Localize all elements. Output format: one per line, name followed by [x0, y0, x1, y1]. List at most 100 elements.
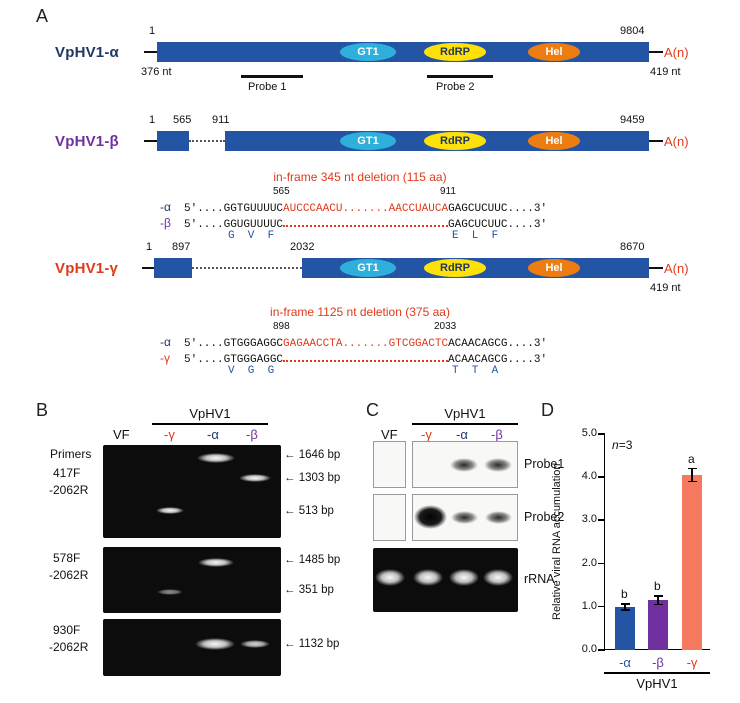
y-axis-tick [598, 519, 605, 521]
panel-b-label: B [36, 400, 49, 420]
y-axis-title: Relative viral RNA accumulation [551, 463, 563, 621]
rrna-band-alpha [449, 569, 479, 586]
left-arrow-icon: ← [284, 638, 296, 650]
primer-2062r: -2062R [49, 568, 89, 582]
probe1-line [241, 75, 303, 78]
alignment1-pos-left: 565 [273, 186, 290, 197]
primer-930f: 930F [53, 623, 81, 637]
band-size-label: ← 513 bp [284, 505, 334, 517]
gamma-left-line [142, 267, 154, 269]
gamma-del-end: 2032 [290, 241, 315, 253]
alignment2-title: in-frame 1125 nt deletion (375 aa) [270, 305, 450, 319]
seq-post: ACAACAGCG....3′ [448, 354, 548, 366]
gel-930f-2062r [103, 619, 281, 676]
y-axis-tick-label: 4.0 [581, 470, 597, 483]
beta-del-end: 911 [212, 114, 230, 126]
y-axis-tick-label: 2.0 [581, 556, 597, 569]
panel-b-group-line [152, 423, 268, 425]
gel-band-1132bp-beta [240, 640, 270, 648]
panel-b-group-header: VpHV1 [189, 406, 231, 421]
blot-probe1-vf [373, 441, 406, 488]
blot-band-alpha [450, 458, 478, 472]
strain-label-gamma: -γ [160, 351, 170, 365]
blot-probe1-vphv1 [412, 441, 518, 488]
primer-2062r: -2062R [49, 640, 89, 654]
probe1-row-label: Probe1 [524, 457, 565, 471]
alignment1-aa-right: E L F [452, 230, 499, 242]
lane-label-vf: VF [113, 427, 130, 442]
panel-c-label: C [366, 400, 379, 420]
x-group-bracket [604, 672, 710, 674]
alignment2-row-gamma: -γ 5′....GTGGGAGGC ACAACAGCG....3′ [160, 349, 547, 367]
seq-post: ACAACAGCG....3′ [448, 338, 548, 350]
band-size-label: ← 1132 bp [284, 638, 340, 650]
bar--α [615, 606, 635, 650]
blot-probe2-vphv1 [412, 494, 518, 541]
primer-2062r: -2062R [49, 483, 89, 497]
domain-rdrp: RdRP [424, 132, 486, 150]
x-tick-label: -α [619, 655, 631, 670]
gamma-pos-end: 8670 [620, 241, 645, 253]
y-axis-tick [598, 562, 605, 565]
strain-label-alpha: -α [160, 335, 171, 349]
error-bar-cap [687, 467, 697, 470]
seq-pre: 5′....GGUGUUUUC [184, 219, 284, 231]
strain-label-alpha: -α [160, 200, 171, 214]
seq-pre: 5′....GGTGUUUUC [184, 203, 284, 215]
domain-rdrp: RdRP [424, 259, 486, 277]
genome-name-alpha: VpHV1-α [55, 44, 119, 61]
alpha-polya: A(n) [664, 45, 689, 60]
primer-417f: 417F [53, 466, 81, 480]
panel-c-group-line [412, 423, 518, 425]
genome-box-beta-5prime [157, 131, 189, 151]
y-axis-tick [598, 605, 605, 608]
error-bar-cap [620, 609, 630, 611]
domain-hel: Hel [528, 132, 580, 150]
blot-band-beta [484, 458, 512, 472]
gamma-pos-start: 1 [146, 241, 153, 253]
domain-hel: Hel [528, 259, 580, 277]
probe2-label: Probe 2 [436, 81, 475, 93]
beta-right-line [649, 140, 663, 142]
gamma-right-line [649, 267, 663, 269]
alignment2-pos-left: 898 [273, 321, 290, 332]
domain-gt1: GT1 [340, 132, 396, 150]
band-size-label: ← 1303 bp [284, 472, 341, 484]
y-axis-tick-label: 1.0 [581, 599, 597, 612]
alignment1-title: in-frame 345 nt deletion (115 aa) [273, 170, 447, 184]
gamma-polya: A(n) [664, 261, 689, 276]
error-bar [624, 603, 626, 610]
alpha-utr-left: 376 nt [141, 66, 172, 78]
panel-a-label: A [36, 6, 49, 26]
y-axis-tick-label: 5.0 [581, 427, 597, 439]
error-bar-cap [620, 603, 630, 605]
alignment2-aa-left: V G G [228, 365, 275, 377]
seq-deleted: AUCCCAACU.......AACCUAUCA [283, 203, 449, 215]
error-bar [691, 468, 693, 482]
deletion-dotted-line [283, 223, 449, 227]
gel-band-351bp [157, 589, 183, 595]
band-size-label: ← 1485 bp [284, 554, 341, 566]
genome-box-gamma-5prime [154, 258, 192, 278]
rrna-band-gamma [413, 569, 443, 586]
beta-pos-end: 9459 [620, 114, 645, 126]
domain-rdrp: RdRP [424, 43, 486, 61]
gamma-del-start: 897 [172, 241, 191, 253]
alpha-right-line [649, 51, 663, 53]
domain-gt1: GT1 [340, 259, 396, 277]
gel-band-1485bp [198, 558, 234, 567]
gel-band-1132bp-alpha [195, 638, 235, 650]
rrna-band-beta [483, 569, 513, 586]
gamma-deletion-gap-dotted-line [192, 267, 302, 269]
alignment1-row-beta: -β 5′....GGUGUUUUC GAGCUCUUC....3′ [160, 214, 547, 232]
lane-label-alpha: -α [456, 427, 468, 442]
seq-post: GAGCUCUUC....3′ [448, 219, 548, 231]
lane-label-gamma: -γ [421, 427, 432, 442]
gel-rrna [373, 548, 518, 612]
domain-gt1: GT1 [340, 43, 396, 61]
gel-band-1303bp [239, 474, 271, 482]
lane-label-alpha: -α [207, 427, 219, 442]
primers-label: Primers [50, 447, 92, 461]
beta-pos-start: 1 [149, 114, 156, 126]
